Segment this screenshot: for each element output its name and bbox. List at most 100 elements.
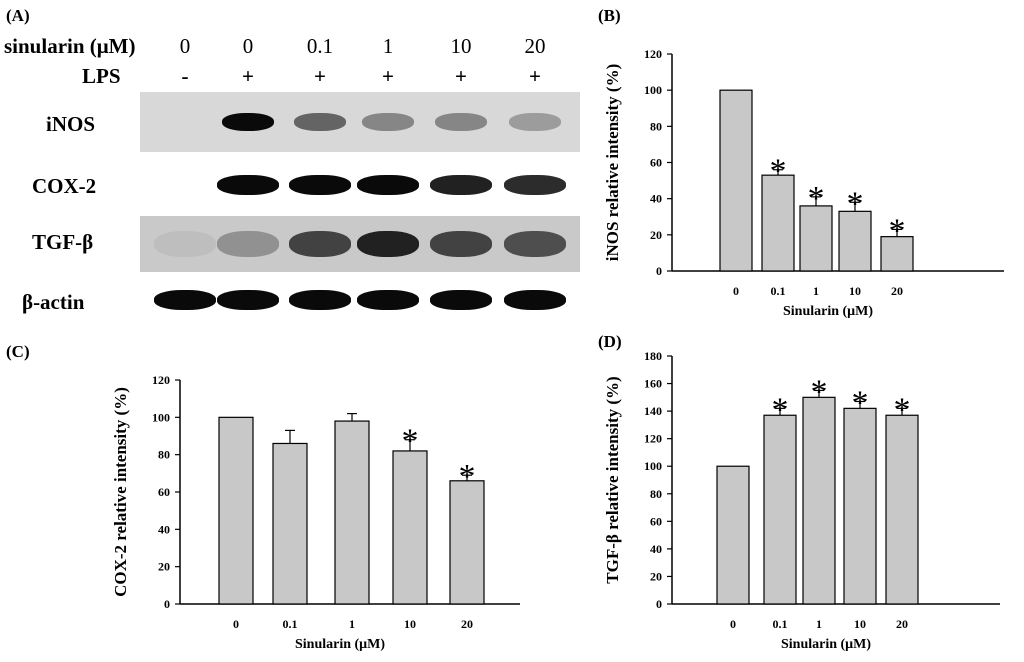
significance-marker: * <box>852 384 869 421</box>
x-tick-label: 20 <box>461 617 473 631</box>
significance-marker: * <box>894 391 911 428</box>
y-tick-label: 80 <box>158 448 170 462</box>
blot-band <box>217 231 279 257</box>
bar <box>716 465 750 605</box>
y-tick-label: 120 <box>644 47 662 61</box>
blot-band <box>357 175 419 195</box>
sinularin-row-label: sinularin (μM) <box>4 34 136 58</box>
bar <box>885 414 919 605</box>
blot-band <box>430 231 492 257</box>
x-tick-label: 0.1 <box>773 617 788 631</box>
blot-band <box>435 113 487 131</box>
blot-band <box>430 175 492 195</box>
y-tick-label: 100 <box>152 410 170 424</box>
significance-marker: * <box>811 373 828 410</box>
y-axis-label: TGF-β relative intensity (%) <box>603 376 622 583</box>
blot-strip <box>140 92 580 152</box>
y-tick-label: 120 <box>644 432 662 446</box>
lane-lps: + <box>242 64 254 88</box>
y-tick-label: 80 <box>650 119 662 133</box>
bar <box>218 416 254 605</box>
lane-lps: + <box>314 64 326 88</box>
bar <box>334 420 370 605</box>
lane-conc: 20 <box>524 34 546 58</box>
significance-marker: * <box>847 185 864 222</box>
x-tick-label: 20 <box>896 617 908 631</box>
blot-label-actin: β-actin <box>22 290 85 314</box>
blot-band <box>154 290 216 310</box>
y-tick-label: 40 <box>650 542 662 556</box>
x-tick-label: 1 <box>816 617 822 631</box>
lane-conc: 1 <box>382 34 394 58</box>
y-tick-label: 80 <box>650 487 662 501</box>
bar <box>719 89 753 272</box>
lane-conc: 10 <box>450 34 472 58</box>
lane-lps: + <box>455 64 467 88</box>
y-tick-label: 100 <box>644 83 662 97</box>
x-tick-label: 1 <box>813 284 819 298</box>
y-tick-label: 0 <box>656 597 662 611</box>
significance-marker: * <box>808 180 825 217</box>
bar <box>843 407 877 605</box>
lane-lps: + <box>529 64 541 88</box>
bar <box>838 210 872 272</box>
blot-band <box>357 231 419 257</box>
blot-band <box>289 290 351 310</box>
y-axis-label: iNOS relative intensity (%) <box>603 64 622 262</box>
x-tick-label: 20 <box>891 284 903 298</box>
x-axis-label: Sinularin (μM) <box>295 637 385 652</box>
lps-row-label: LPS <box>82 64 121 88</box>
bar <box>761 174 795 272</box>
x-tick-label: 1 <box>349 617 355 631</box>
significance-marker: * <box>772 391 789 428</box>
y-tick-label: 60 <box>650 514 662 528</box>
x-tick-label: 0.1 <box>771 284 786 298</box>
y-tick-label: 40 <box>650 192 662 206</box>
blot-band <box>504 231 566 257</box>
y-tick-label: 20 <box>650 569 662 583</box>
blot-band <box>289 231 351 257</box>
bar <box>392 450 428 605</box>
x-axis-label: Sinularin (μM) <box>781 637 871 652</box>
x-tick-label: 0 <box>233 617 239 631</box>
y-tick-label: 40 <box>158 522 170 536</box>
y-tick-label: 120 <box>152 373 170 387</box>
blot-band <box>357 290 419 310</box>
bar <box>449 480 485 605</box>
significance-marker: * <box>402 423 419 460</box>
bar <box>802 396 836 605</box>
blot-band <box>217 290 279 310</box>
y-tick-label: 140 <box>644 404 662 418</box>
lane-lps: + <box>382 64 394 88</box>
x-tick-label: 0 <box>730 617 736 631</box>
x-tick-label: 10 <box>404 617 416 631</box>
lane-conc: 0 <box>242 34 254 58</box>
bar <box>799 205 833 272</box>
blot-band <box>504 175 566 195</box>
blot-band <box>222 113 274 131</box>
bar <box>763 414 797 605</box>
x-tick-label: 0 <box>733 284 739 298</box>
y-tick-label: 60 <box>158 485 170 499</box>
blot-band <box>504 290 566 310</box>
blot-band <box>430 290 492 310</box>
blot-band <box>217 175 279 195</box>
panel-label-b: (B) <box>598 6 621 25</box>
y-tick-label: 20 <box>650 228 662 242</box>
blot-band <box>294 113 346 131</box>
blot-label-cox2: COX-2 <box>32 174 97 198</box>
panel-label-a: (A) <box>6 6 30 25</box>
y-tick-label: 20 <box>158 560 170 574</box>
blot-band <box>362 113 414 131</box>
x-tick-label: 0.1 <box>283 617 298 631</box>
x-axis-label: Sinularin (μM) <box>783 304 873 319</box>
panel-label-d: (D) <box>598 332 622 351</box>
y-tick-label: 160 <box>644 377 662 391</box>
significance-marker: * <box>459 458 476 495</box>
x-tick-label: 10 <box>849 284 861 298</box>
x-tick-label: 10 <box>854 617 866 631</box>
bar <box>272 442 308 605</box>
y-axis-label: COX-2 relative intensity (%) <box>111 387 130 597</box>
